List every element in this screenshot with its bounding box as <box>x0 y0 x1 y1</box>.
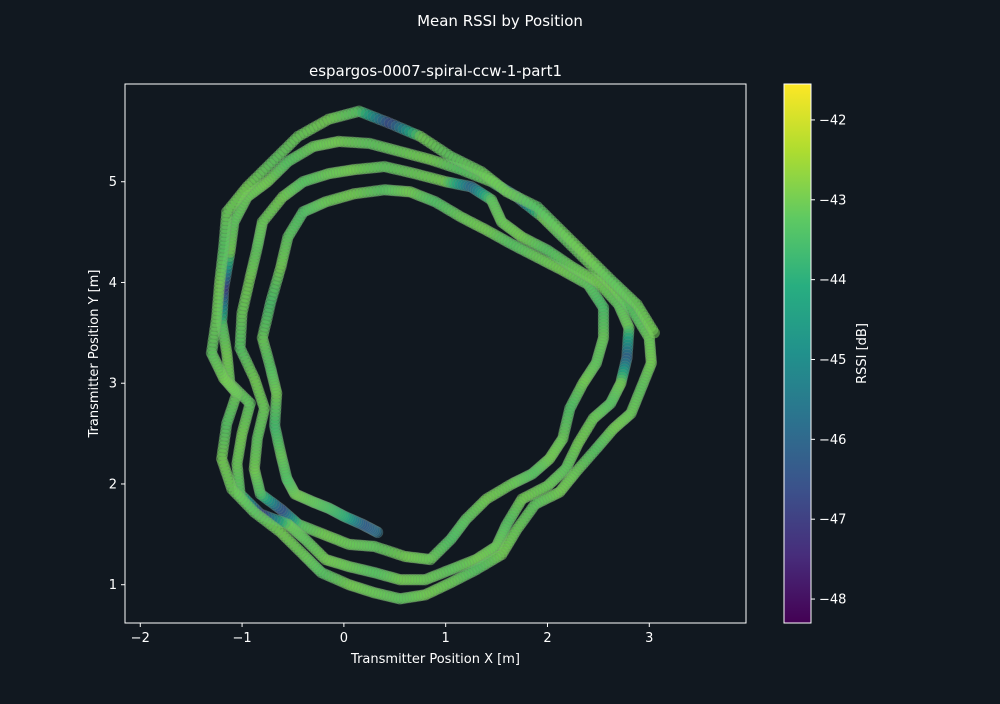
scatter-point <box>648 327 660 339</box>
y-tick-label: 2 <box>109 477 117 492</box>
y-tick-label: 5 <box>109 175 117 190</box>
y-tick-label: 4 <box>109 276 117 291</box>
figure-suptitle: Mean RSSI by Position <box>417 12 583 30</box>
colorbar-ticks: −48 −47 −46 −45 −44 −43 −42 <box>811 113 846 608</box>
y-tick-label: 1 <box>109 578 117 593</box>
x-tick-label: −1 <box>232 631 251 646</box>
colorbar-label: RSSI [dB] <box>855 323 870 384</box>
x-tick-label: −2 <box>131 631 150 646</box>
scatter-points <box>205 105 660 605</box>
x-tick-label: 3 <box>645 631 653 646</box>
colorbar-tick-label: −47 <box>819 513 846 528</box>
colorbar-tick-label: −45 <box>819 353 846 368</box>
x-tick-label: 0 <box>340 631 348 646</box>
colorbar-tick-label: −48 <box>819 593 846 608</box>
colorbar <box>783 83 812 624</box>
y-axis-label: Transmitter Position Y [m] <box>87 270 102 439</box>
x-axis-label: Transmitter Position X [m] <box>350 652 520 667</box>
colorbar-tick-label: −44 <box>819 273 846 288</box>
colorbar-tick-label: −46 <box>819 433 846 448</box>
y-tick-label: 3 <box>109 377 117 392</box>
colorbar-tick-label: −43 <box>819 193 846 208</box>
x-tick-label: 2 <box>543 631 551 646</box>
x-axis-ticks: −2 −1 0 1 2 3 <box>131 623 653 646</box>
colorbar-tick-label: −42 <box>819 113 846 128</box>
x-tick-label: 1 <box>442 631 450 646</box>
axes-title: espargos-0007-spiral-ccw-1-part1 <box>309 62 562 80</box>
y-axis-ticks: 1 2 3 4 5 <box>109 175 125 593</box>
